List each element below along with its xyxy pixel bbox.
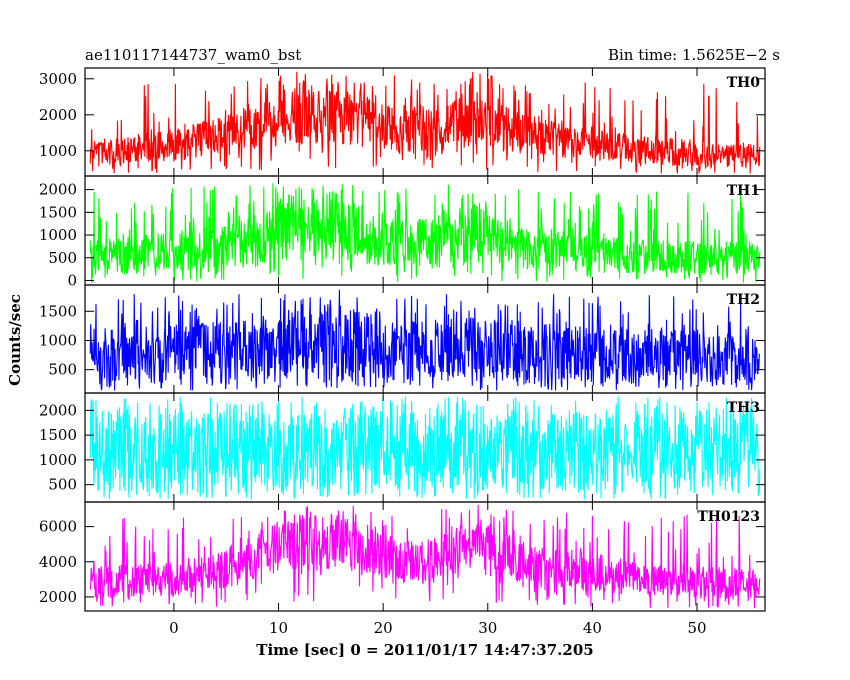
chart-title-right: Bin time: 1.5625E−2 s [608, 46, 780, 64]
panel-th0123-label: TH0123 [697, 509, 760, 525]
x-tick-label: 10 [269, 619, 288, 637]
y-tick-label: 2000 [39, 181, 77, 199]
y-axis-label: Counts/sec [6, 294, 24, 386]
y-tick-label: 2000 [39, 588, 77, 606]
x-tick-label: 0 [169, 619, 179, 637]
y-tick-label: 2000 [39, 401, 77, 419]
series-th0123-line [89, 504, 761, 609]
y-tick-label: 6000 [39, 518, 77, 536]
panel-th2-label: TH2 [727, 292, 760, 308]
panel-th1-label: TH1 [727, 183, 760, 199]
y-tick-label: 500 [48, 476, 77, 494]
panel-th0123-frame [84, 501, 766, 612]
y-tick-label: 4000 [39, 553, 77, 571]
x-axis-label: Time [sec] 0 = 2011/01/17 14:47:37.205 [256, 641, 593, 659]
y-tick-label: 2000 [39, 106, 77, 124]
x-tick-label: 50 [687, 619, 706, 637]
y-tick-label: 1500 [39, 426, 77, 444]
series-th0-line [89, 71, 761, 175]
y-tick-label: 1000 [39, 142, 77, 160]
y-tick-label: 1000 [39, 331, 77, 349]
y-tick-label: 500 [48, 249, 77, 267]
y-tick-label: 500 [48, 361, 77, 379]
series-th3-line [89, 396, 761, 500]
panel-th0-label: TH0 [727, 75, 761, 91]
x-tick-label: 40 [583, 619, 602, 637]
series-th1-line [89, 183, 761, 284]
y-tick-label: 1000 [39, 451, 77, 469]
y-tick-label: 1500 [39, 302, 77, 320]
panel-th3-label: TH3 [727, 400, 760, 416]
y-tick-label: 1500 [39, 203, 77, 221]
y-tick-label: 3000 [39, 70, 77, 88]
x-tick-label: 20 [374, 619, 393, 637]
y-tick-label: 1000 [39, 226, 77, 244]
series-th2-line [89, 289, 761, 391]
y-tick-label: 0 [67, 271, 77, 289]
x-tick-label: 30 [478, 619, 497, 637]
chart-title-left: ae110117144737_wam0_bst [85, 46, 301, 64]
